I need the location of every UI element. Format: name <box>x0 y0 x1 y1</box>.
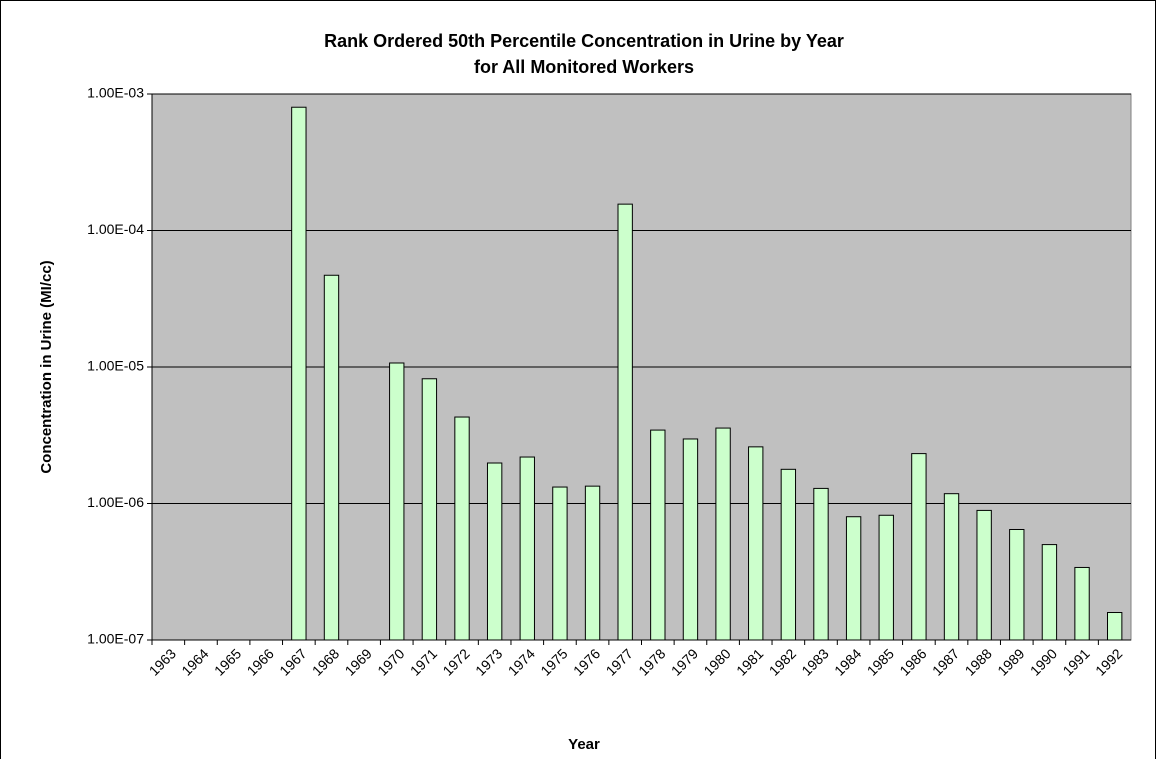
bar <box>943 493 960 641</box>
bar <box>878 514 894 641</box>
y-tick-label: 1.00E-04 <box>87 221 144 237</box>
bar <box>650 429 666 641</box>
bar <box>813 487 829 641</box>
bar <box>389 362 405 641</box>
bar <box>486 462 503 641</box>
bar <box>1009 528 1025 641</box>
bar <box>748 446 764 641</box>
y-tick-label: 1.00E-05 <box>87 358 144 374</box>
y-axis-title: Concentration in Urine (MI/cc) <box>38 260 55 473</box>
bar <box>911 453 927 641</box>
bar <box>1074 566 1090 641</box>
bar <box>1041 544 1058 641</box>
bar <box>617 203 633 641</box>
bar <box>682 438 699 641</box>
y-tick-label: 1.00E-07 <box>87 631 144 647</box>
bar <box>715 427 731 641</box>
chart-title: for All Monitored Workers <box>474 57 694 77</box>
bar <box>584 485 601 641</box>
bar <box>519 456 535 641</box>
bar <box>780 468 797 641</box>
x-axis-title: Year <box>568 736 600 753</box>
bar <box>421 378 438 641</box>
bar <box>845 516 862 641</box>
y-tick-label: 1.00E-06 <box>87 494 144 510</box>
bar <box>454 416 470 641</box>
bar <box>1107 612 1123 641</box>
chart-title: Rank Ordered 50th Percentile Concentrati… <box>324 31 844 51</box>
bar <box>976 509 992 641</box>
bar <box>552 486 568 641</box>
y-tick-label: 1.00E-03 <box>87 85 144 101</box>
bar <box>323 274 340 641</box>
bar <box>291 106 307 641</box>
